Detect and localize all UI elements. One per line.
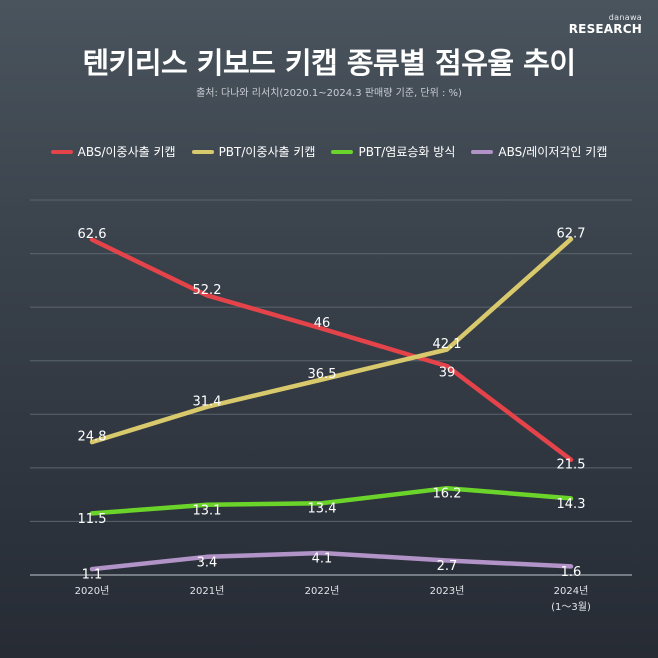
x-tick-label: 2020년 [75,585,110,597]
data-label: 62.6 [78,227,107,242]
data-label: 13.1 [193,503,222,518]
legend-swatch [331,149,354,154]
x-tick-note: (1～3월) [551,601,591,613]
data-label: 2.7 [437,559,458,574]
data-label: 42.1 [433,337,462,352]
legend-swatch [50,149,73,154]
legend-label: PBT/염료승화 방식 [358,145,456,159]
data-label: 1.1 [82,568,103,583]
legend-swatch [471,149,494,154]
legend-item-0: ABS/이중사출 키캡 [50,143,176,160]
legend-label: PBT/이중사출 키캡 [218,145,316,159]
data-label: 14.3 [557,497,586,512]
data-label: 52.2 [193,283,222,298]
series-line-0 [89,237,574,463]
data-label: 21.5 [557,457,586,472]
brand-logo-top: danawa [608,13,642,22]
series-line-1 [89,236,574,445]
series-line-2 [89,485,574,516]
data-label: 4.1 [312,552,333,567]
chart-title: 텐키리스 키보드 키캡 종류별 점유율 추이 [82,46,576,80]
chart-legend: ABS/이중사출 키캡 PBT/이중사출 키캡 PBT/염료승화 방식 ABS/레이저… [0,143,658,160]
series-line-3 [89,550,574,572]
data-label: 24.8 [78,430,107,445]
data-label: 3.4 [197,555,218,570]
data-label: 11.5 [78,512,107,527]
data-label: 13.4 [308,502,337,517]
x-tick-label: 2021년 [190,585,225,597]
data-label: 1.6 [561,565,582,580]
data-label: 31.4 [193,394,222,409]
x-tick-label: 2022년 [305,585,340,597]
x-tick-label: 2023년 [430,585,465,597]
data-label: 36.5 [308,367,337,382]
legend-label: ABS/레이저각인 키캡 [498,145,608,159]
brand-logo: danawa RESEARCH [568,13,642,36]
legend-item-1: PBT/이중사출 키캡 [191,143,316,160]
data-label: 46 [314,316,331,331]
data-label: 39 [439,366,456,381]
legend-item-3: ABS/레이저각인 키캡 [471,143,607,160]
legend-item-2: PBT/염료승화 방식 [331,143,455,160]
legend-swatch [191,149,214,154]
x-tick-label: 2024년 [554,585,589,597]
brand-logo-bottom: RESEARCH [568,22,642,36]
data-label: 62.7 [557,227,586,242]
legend-label: ABS/이중사출 키캡 [77,145,176,159]
data-label: 16.2 [433,487,462,502]
chart-source: 출처: 다나와 리서치(2020.1~2024.3 판매량 기준, 단위 : %… [196,88,462,99]
